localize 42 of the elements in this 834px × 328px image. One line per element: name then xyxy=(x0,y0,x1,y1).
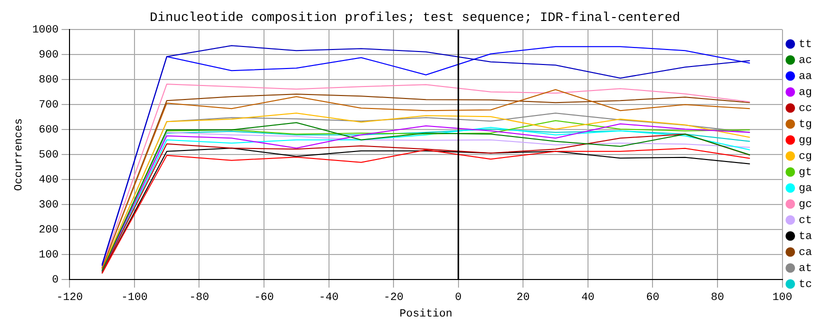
chart-title: Dinucleotide composition profiles; test sequence; IDR-final-centered xyxy=(150,10,680,26)
y-tick-label: 1000 xyxy=(32,24,59,37)
legend-label: gc xyxy=(798,198,812,211)
legend-label: cg xyxy=(798,150,812,163)
x-tick-label: -120 xyxy=(56,292,83,304)
y-tick-label: 200 xyxy=(38,224,59,237)
x-tick-label: -80 xyxy=(189,292,210,304)
y-tick-label: 900 xyxy=(38,50,59,62)
y-tick-label: 600 xyxy=(38,124,59,137)
legend-label: cc xyxy=(798,102,812,115)
y-tick-label: 400 xyxy=(38,174,59,187)
x-tick-label: -100 xyxy=(121,292,148,304)
x-tick-label: 40 xyxy=(581,292,595,304)
legend-label: tg xyxy=(798,118,812,131)
y-tick-label: 300 xyxy=(38,200,59,212)
y-tick-label: 100 xyxy=(38,250,59,262)
legend-label: ag xyxy=(798,86,812,99)
legend-label: aa xyxy=(798,70,812,83)
legend-label: gt xyxy=(798,166,812,179)
x-tick-label: 60 xyxy=(646,292,660,304)
legend-label: ta xyxy=(798,230,812,243)
legend-label: ca xyxy=(798,246,812,259)
y-tick-label: 800 xyxy=(38,74,59,87)
x-tick-label: 0 xyxy=(455,292,462,304)
x-tick-label: -60 xyxy=(254,292,274,304)
x-tick-label: 20 xyxy=(516,292,530,304)
legend-label: at xyxy=(798,262,812,275)
legend-label: gg xyxy=(798,134,812,147)
y-tick-label: 500 xyxy=(38,150,59,162)
legend-label: ac xyxy=(798,54,812,67)
y-axis-title: Occurrences xyxy=(14,118,26,191)
x-tick-label: 100 xyxy=(772,292,792,304)
x-tick-label: -40 xyxy=(318,292,339,304)
legend-label: ga xyxy=(798,182,812,195)
x-axis-title: Position xyxy=(400,308,452,320)
y-tick-label: 700 xyxy=(38,100,59,112)
x-tick-label: 80 xyxy=(710,292,724,304)
x-tick-label: -20 xyxy=(384,292,404,304)
y-tick-label: 0 xyxy=(52,274,59,287)
legend-label: tt xyxy=(798,38,812,51)
legend-label: tc xyxy=(798,278,812,291)
legend-label: ct xyxy=(798,214,812,227)
